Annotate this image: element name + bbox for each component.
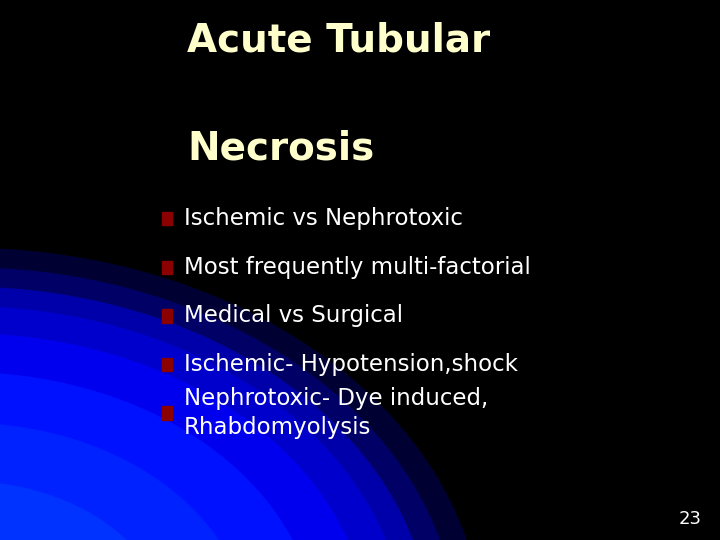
Polygon shape	[0, 307, 405, 540]
Bar	[162, 212, 172, 226]
Text: Medical vs Surgical: Medical vs Surgical	[184, 305, 402, 327]
Text: Most frequently multi-factorial: Most frequently multi-factorial	[184, 256, 531, 279]
Text: Necrosis: Necrosis	[187, 130, 374, 167]
Text: Ischemic vs Nephrotoxic: Ischemic vs Nephrotoxic	[184, 207, 462, 230]
Bar	[162, 357, 172, 372]
Text: Nephrotoxic- Dye induced,
Rhabdomyolysis: Nephrotoxic- Dye induced, Rhabdomyolysis	[184, 387, 488, 439]
Bar	[162, 407, 172, 420]
Polygon shape	[0, 482, 171, 540]
Bar	[162, 261, 172, 274]
Polygon shape	[0, 287, 431, 540]
Polygon shape	[0, 334, 369, 540]
Bar	[162, 309, 172, 322]
Polygon shape	[0, 248, 482, 540]
Polygon shape	[0, 423, 249, 540]
Text: Ischemic- Hypotension,shock: Ischemic- Hypotension,shock	[184, 353, 518, 376]
Polygon shape	[0, 268, 456, 540]
Text: 23: 23	[679, 510, 702, 528]
Polygon shape	[0, 373, 317, 540]
Text: Acute Tubular: Acute Tubular	[187, 22, 490, 59]
